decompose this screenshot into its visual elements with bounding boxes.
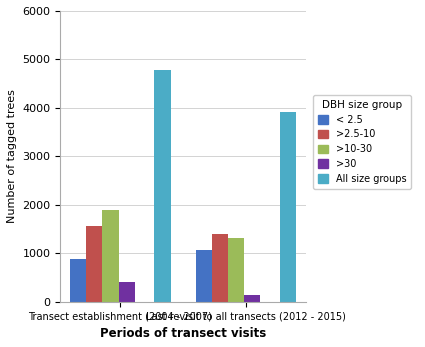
Bar xyxy=(244,296,260,302)
Legend: < 2.5, >2.5-10, >10-30, >30, All size groups: < 2.5, >2.5-10, >10-30, >30, All size gr… xyxy=(313,95,411,189)
Bar xyxy=(280,112,296,302)
Bar xyxy=(196,250,212,302)
Bar xyxy=(154,70,170,302)
Bar xyxy=(119,282,135,302)
Bar xyxy=(228,238,244,302)
Bar xyxy=(212,234,228,302)
Y-axis label: Number of tagged trees: Number of tagged trees xyxy=(7,90,17,223)
X-axis label: Periods of transect visits: Periods of transect visits xyxy=(100,327,266,340)
Bar xyxy=(70,259,86,302)
Bar xyxy=(86,226,102,302)
Bar xyxy=(102,210,119,302)
